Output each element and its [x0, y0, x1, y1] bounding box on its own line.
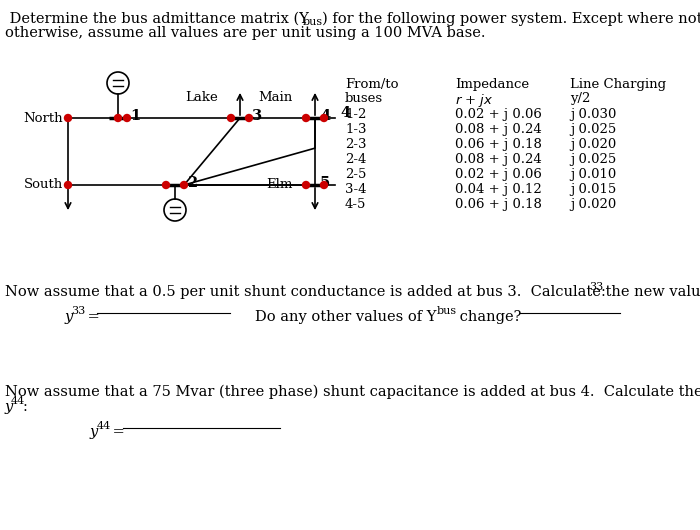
Circle shape	[115, 114, 122, 121]
Text: :: :	[600, 285, 605, 299]
Circle shape	[64, 114, 71, 121]
Circle shape	[321, 114, 328, 121]
Text: j 0.010: j 0.010	[570, 168, 616, 181]
Text: 1-3: 1-3	[345, 123, 367, 136]
Text: 2: 2	[187, 176, 197, 190]
Circle shape	[64, 181, 71, 189]
Circle shape	[181, 181, 188, 189]
Text: j 0.020: j 0.020	[570, 138, 616, 151]
Text: 44: 44	[11, 396, 25, 406]
Text: change?: change?	[455, 310, 522, 324]
Text: y/2: y/2	[570, 92, 590, 105]
Text: Now assume that a 75 Mvar (three phase) shunt capacitance is added at bus 4.  Ca: Now assume that a 75 Mvar (three phase) …	[5, 385, 700, 400]
Text: j 0.025: j 0.025	[570, 123, 616, 136]
Text: y: y	[65, 310, 74, 324]
Text: 3-4: 3-4	[345, 183, 367, 196]
Text: 0.06 + j 0.18: 0.06 + j 0.18	[455, 198, 542, 211]
Text: $r$ + $jx$: $r$ + $jx$	[455, 92, 493, 109]
Text: 44: 44	[97, 421, 111, 431]
Text: bus: bus	[303, 17, 323, 27]
Text: 0.02 + j 0.06: 0.02 + j 0.06	[455, 168, 542, 181]
Text: Elm: Elm	[267, 179, 293, 191]
Text: otherwise, assume all values are per unit using a 100 MVA base.: otherwise, assume all values are per uni…	[5, 26, 486, 40]
Text: From/to: From/to	[345, 78, 398, 91]
Text: y: y	[5, 400, 13, 414]
Text: 3: 3	[252, 109, 262, 123]
Text: j 0.030: j 0.030	[570, 108, 617, 121]
Text: 4: 4	[340, 106, 350, 120]
Text: buses: buses	[345, 92, 383, 105]
Text: Determine the bus admittance matrix (Y: Determine the bus admittance matrix (Y	[5, 12, 309, 26]
Text: j 0.015: j 0.015	[570, 183, 616, 196]
Text: 5: 5	[320, 176, 330, 190]
Text: 1: 1	[130, 109, 140, 123]
Text: =: =	[108, 425, 125, 439]
Text: bus: bus	[437, 306, 457, 316]
Text: Do any other values of Y: Do any other values of Y	[255, 310, 437, 324]
Text: Now assume that a 0.5 per unit shunt conductance is added at bus 3.  Calculate t: Now assume that a 0.5 per unit shunt con…	[5, 285, 700, 299]
Circle shape	[123, 114, 130, 121]
Text: 33: 33	[589, 282, 603, 292]
Text: North: North	[23, 111, 63, 125]
Text: Lake: Lake	[186, 91, 218, 104]
Circle shape	[162, 181, 169, 189]
Text: 0.04 + j 0.12: 0.04 + j 0.12	[455, 183, 542, 196]
Text: 33: 33	[71, 306, 85, 316]
Text: ) for the following power system. Except where noted: ) for the following power system. Except…	[322, 12, 700, 26]
Text: Impedance: Impedance	[455, 78, 529, 91]
Text: :: :	[22, 400, 27, 414]
Text: =: =	[83, 310, 99, 324]
Text: Line Charging: Line Charging	[570, 78, 666, 91]
Circle shape	[321, 181, 328, 189]
Circle shape	[228, 114, 234, 121]
Text: 4: 4	[320, 109, 330, 123]
Circle shape	[302, 114, 309, 121]
Circle shape	[246, 114, 253, 121]
Text: 0.08 + j 0.24: 0.08 + j 0.24	[455, 123, 542, 136]
Text: j 0.020: j 0.020	[570, 198, 616, 211]
Text: 0.02 + j 0.06: 0.02 + j 0.06	[455, 108, 542, 121]
Text: 2-5: 2-5	[345, 168, 366, 181]
Text: 1-2: 1-2	[345, 108, 366, 121]
Text: 0.08 + j 0.24: 0.08 + j 0.24	[455, 153, 542, 166]
Text: y: y	[90, 425, 98, 439]
Text: 2-3: 2-3	[345, 138, 367, 151]
Text: South: South	[24, 179, 63, 191]
Text: 2-4: 2-4	[345, 153, 366, 166]
Text: Main: Main	[259, 91, 293, 104]
Text: 4-5: 4-5	[345, 198, 366, 211]
Text: j 0.025: j 0.025	[570, 153, 616, 166]
Text: 0.06 + j 0.18: 0.06 + j 0.18	[455, 138, 542, 151]
Circle shape	[302, 181, 309, 189]
